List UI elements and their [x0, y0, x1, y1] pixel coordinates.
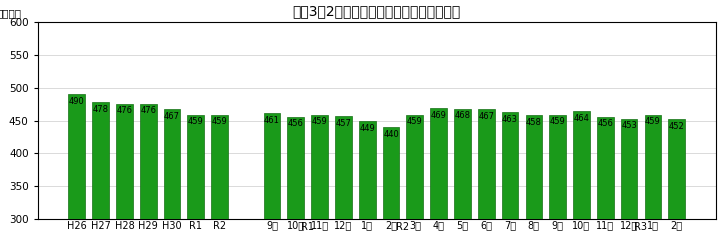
Bar — [549, 115, 566, 219]
Bar — [163, 110, 180, 219]
Text: 461: 461 — [264, 116, 280, 125]
Bar — [211, 115, 228, 219]
Text: 459: 459 — [312, 117, 328, 126]
Bar — [621, 119, 637, 219]
Text: 452: 452 — [669, 122, 685, 131]
Text: 449: 449 — [359, 124, 375, 133]
Bar — [526, 115, 542, 219]
Text: 469: 469 — [431, 111, 446, 120]
Text: 453: 453 — [621, 121, 637, 130]
Text: 459: 459 — [550, 117, 565, 126]
Bar — [597, 117, 613, 219]
Bar — [187, 115, 204, 219]
Text: 467: 467 — [478, 112, 494, 121]
Text: （千人）: （千人） — [0, 8, 22, 18]
Text: 476: 476 — [117, 106, 132, 115]
Bar — [68, 94, 85, 219]
Text: 464: 464 — [574, 114, 590, 123]
Text: 456: 456 — [598, 119, 613, 128]
Text: 457: 457 — [336, 119, 351, 128]
Bar — [359, 121, 376, 219]
Bar — [287, 117, 304, 219]
Text: 463: 463 — [502, 115, 518, 124]
Text: 458: 458 — [526, 118, 541, 127]
Bar — [668, 119, 685, 219]
Bar — [311, 115, 328, 219]
Text: R2: R2 — [397, 222, 410, 233]
Bar — [264, 114, 280, 219]
Bar — [454, 109, 471, 219]
Bar — [431, 108, 447, 219]
Text: 478: 478 — [93, 105, 109, 114]
Bar — [92, 102, 109, 219]
Bar — [407, 115, 423, 219]
Bar — [116, 104, 132, 219]
Text: 459: 459 — [645, 117, 661, 126]
Bar — [644, 115, 661, 219]
Text: 459: 459 — [407, 117, 423, 126]
Text: 468: 468 — [454, 112, 470, 121]
Text: 456: 456 — [288, 119, 304, 128]
Bar — [335, 116, 352, 219]
Bar — [140, 104, 156, 219]
Bar — [573, 112, 590, 219]
Text: R1: R1 — [301, 222, 314, 233]
Text: 490: 490 — [69, 97, 85, 106]
Bar — [478, 110, 495, 219]
Text: 476: 476 — [140, 106, 156, 115]
Text: 467: 467 — [164, 112, 180, 121]
Text: R3: R3 — [634, 222, 647, 233]
Text: 459: 459 — [212, 117, 228, 126]
Text: 440: 440 — [383, 130, 399, 139]
Bar — [502, 112, 518, 219]
Text: 459: 459 — [188, 117, 204, 126]
Bar — [383, 127, 400, 219]
Title: （図3－2）非労働力人口の推移【沖縄県】: （図3－2）非労働力人口の推移【沖縄県】 — [292, 4, 461, 18]
